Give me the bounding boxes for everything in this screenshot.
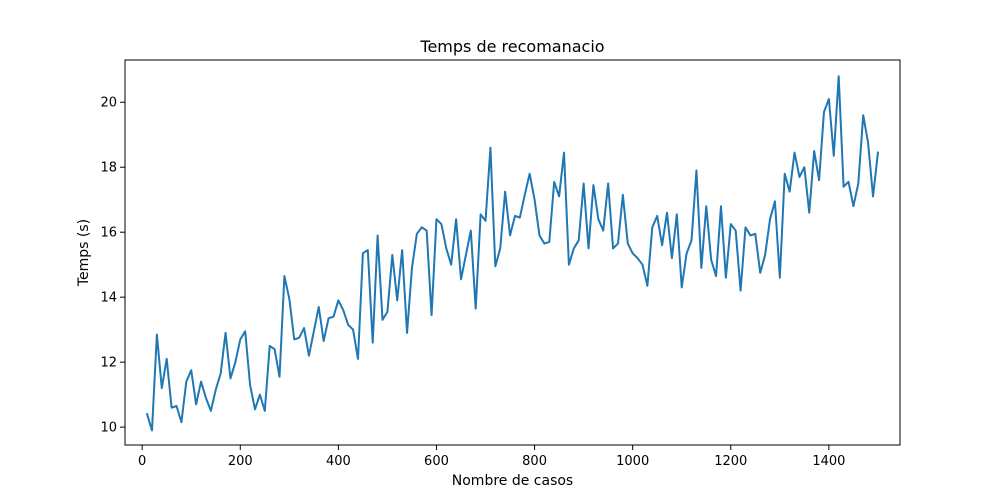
- plot-area: 0 200 400 600 800 1000 1200 1400 10 12 14 16 18 20: [100, 75, 880, 469]
- x-tick-label: 1200: [714, 454, 747, 469]
- x-axis-label: Nombre de casos: [452, 473, 573, 489]
- x-tick-label: 1400: [812, 454, 845, 469]
- y-tick-label: 14: [100, 291, 117, 306]
- plot-frame: [124, 59, 901, 446]
- x-tick-label: 0: [138, 454, 146, 469]
- y-tick-label: 18: [100, 161, 117, 176]
- x-tick-label: 600: [424, 454, 449, 469]
- y-tick-label: 10: [100, 421, 117, 436]
- x-tick-label: 200: [228, 454, 253, 469]
- chart-title: Temps de recomanacio: [419, 37, 604, 56]
- y-axis-label: Temps (s): [76, 219, 92, 287]
- y-tick-label: 16: [100, 226, 117, 241]
- x-tick-label: 400: [326, 454, 351, 469]
- y-tick-label: 12: [100, 356, 117, 371]
- x-tick-label: 800: [522, 454, 547, 469]
- series-line: [145, 75, 880, 432]
- x-tick-label: 1000: [616, 454, 649, 469]
- y-tick-label: 20: [100, 96, 117, 111]
